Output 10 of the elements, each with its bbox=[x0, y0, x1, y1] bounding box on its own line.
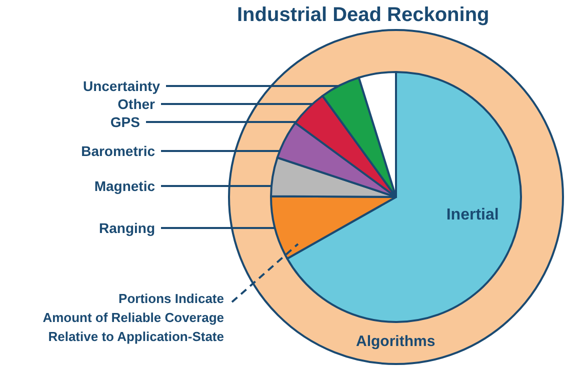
text: Algorithms bbox=[356, 333, 436, 350]
slice-label: Ranging bbox=[99, 220, 155, 236]
slice-label: Barometric bbox=[81, 143, 156, 159]
slice-label: Magnetic bbox=[94, 178, 156, 194]
text: Portions Indicate Amount of Reliable Coverage Relative to Application-State bbox=[42, 291, 224, 344]
slice-label: Other bbox=[118, 96, 156, 112]
slice-label: Inertial bbox=[446, 206, 499, 224]
slice-label: GPS bbox=[110, 114, 140, 130]
chart-title: Industrial Dead Reckoning bbox=[237, 4, 490, 26]
slice-label: Uncertainty bbox=[82, 78, 160, 94]
